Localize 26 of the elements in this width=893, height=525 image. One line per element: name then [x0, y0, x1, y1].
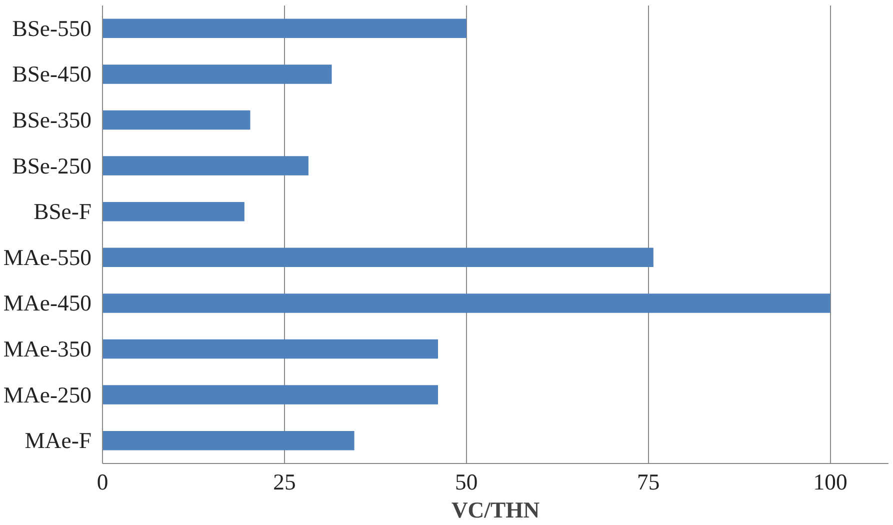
x-tick-label: 0: [96, 470, 108, 494]
bar: [102, 64, 332, 84]
bar: [102, 294, 830, 313]
y-tick-label: BSe-350: [12, 108, 92, 132]
y-tick-label: MAe-F: [24, 428, 92, 454]
y-tick-label: BSe-550: [12, 16, 92, 41]
bar: [102, 430, 354, 450]
bar: [102, 339, 438, 359]
bar: [102, 110, 250, 130]
x-axis-title: VC/THN: [451, 498, 540, 522]
bar: [102, 18, 466, 38]
y-tick-label: BSe-250: [12, 153, 92, 178]
x-tick-label: 75: [637, 470, 660, 494]
y-tick-label: MAe-350: [3, 336, 92, 362]
x-tick-label: 100: [813, 470, 848, 494]
x-tick-label: 25: [273, 470, 296, 494]
bar: [102, 385, 438, 404]
bar: [102, 156, 308, 176]
y-tick-label: MAe-250: [3, 382, 92, 408]
y-tick-label: MAe-450: [3, 290, 92, 316]
bar: [102, 202, 244, 222]
y-tick-label: BSe-F: [34, 199, 92, 224]
y-tick-label: MAe-550: [3, 244, 92, 270]
x-tick-label: 50: [455, 470, 478, 494]
bar: [102, 248, 654, 268]
y-tick-label: BSe-450: [12, 62, 92, 87]
